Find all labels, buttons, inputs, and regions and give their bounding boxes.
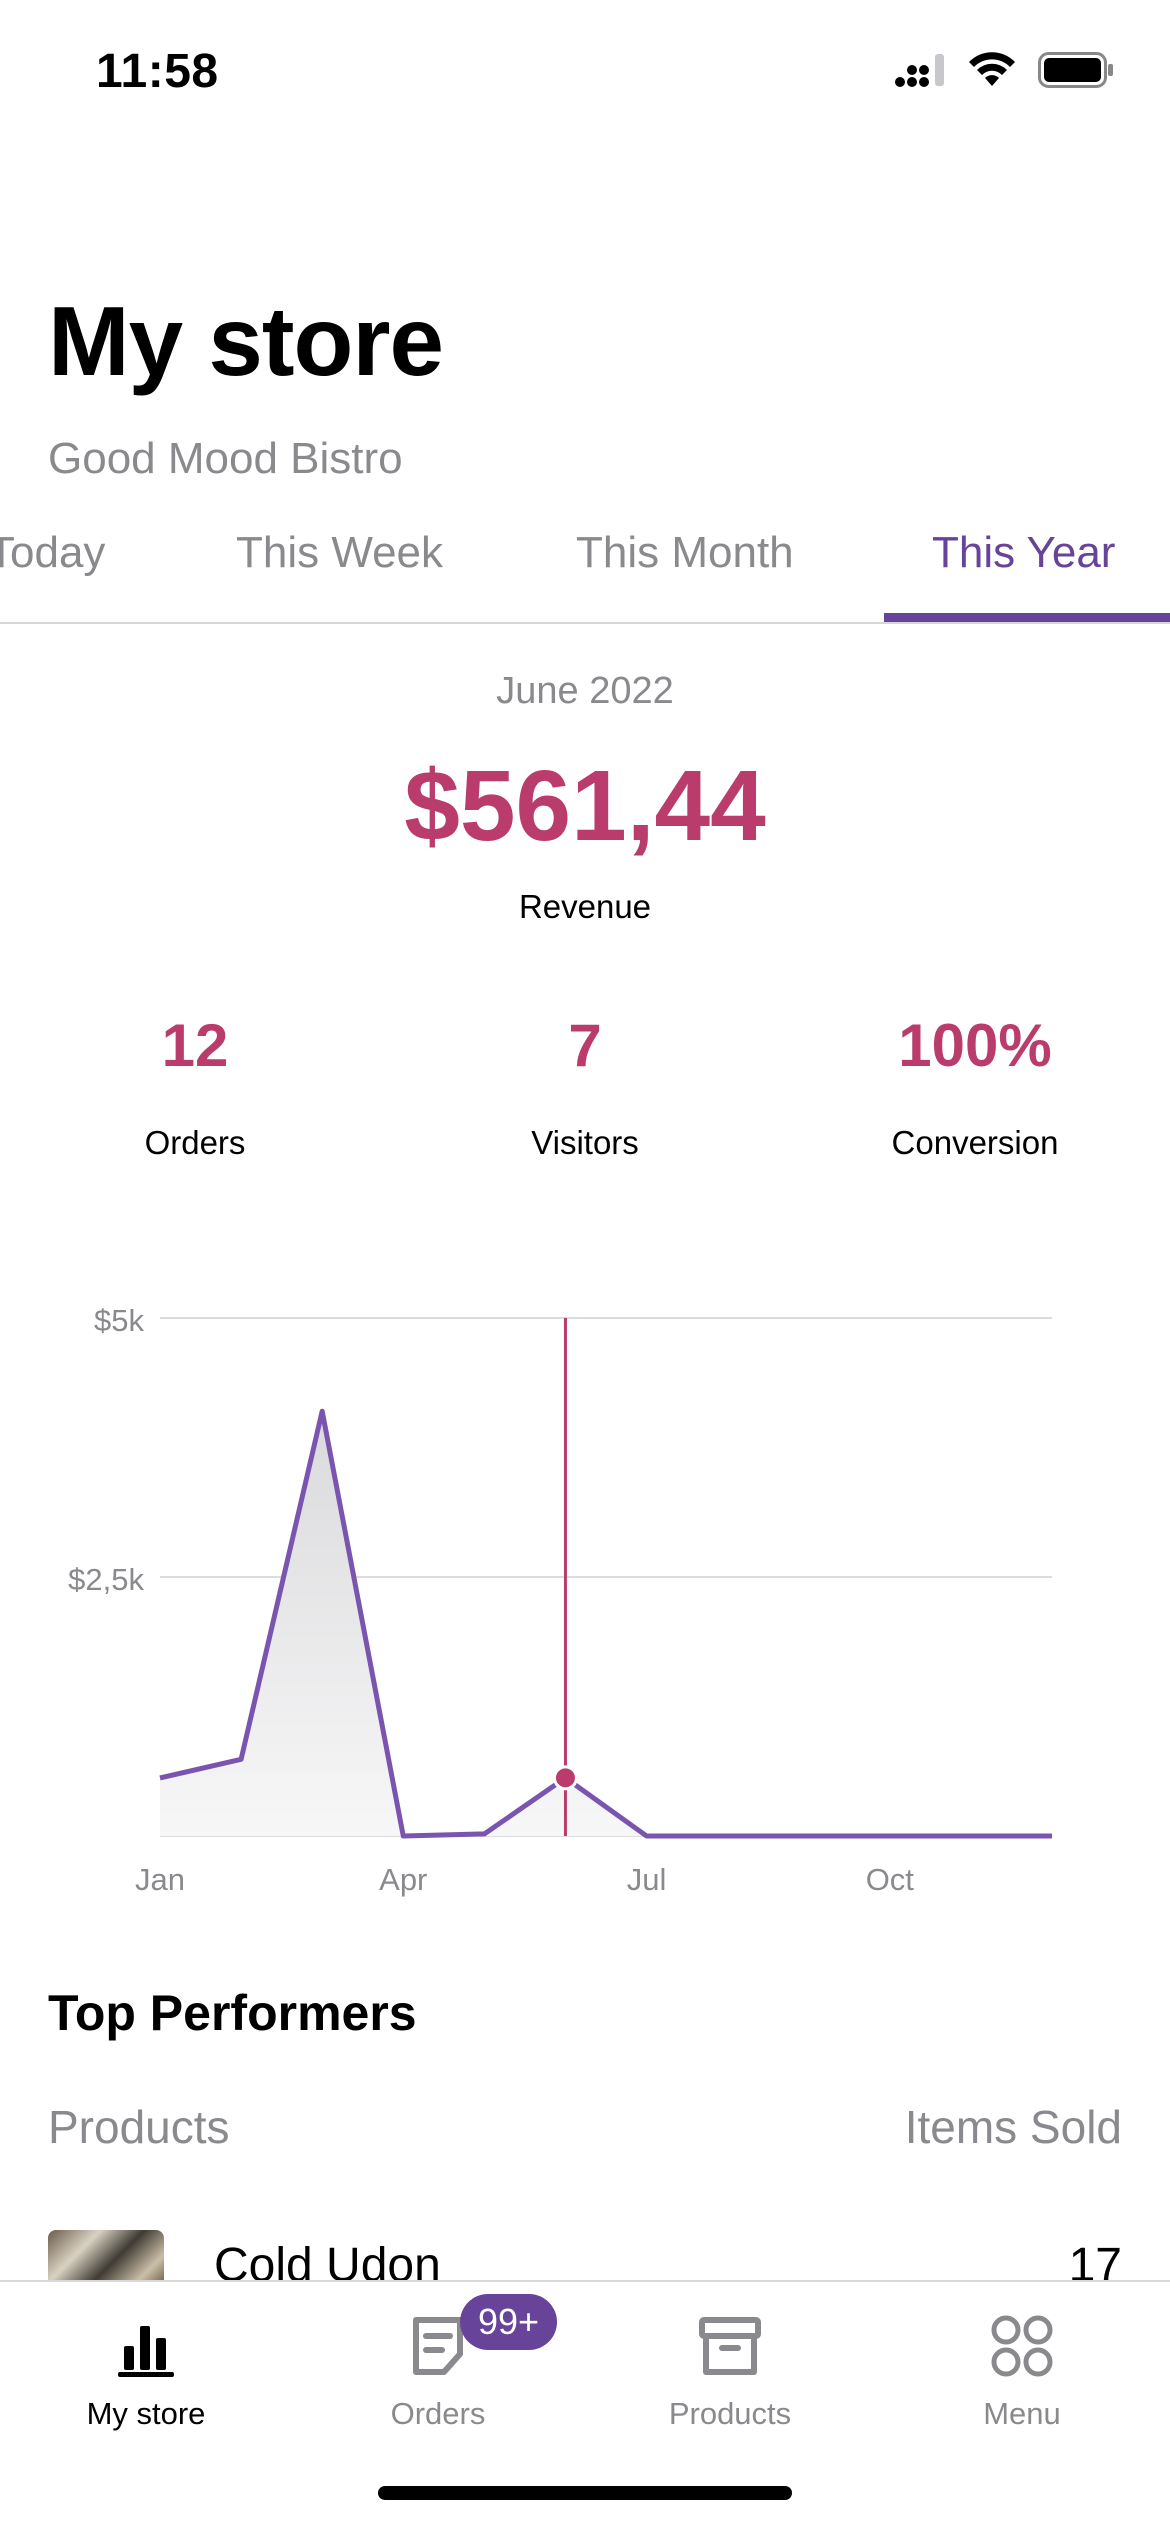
tab-this-week[interactable]: This Week — [236, 528, 444, 577]
stat-conversion: 100% Conversion — [780, 1016, 1170, 1162]
stat-visitors-label: Visitors — [531, 1124, 639, 1161]
period-tabs: Today This Week This Month This Year — [0, 520, 1170, 624]
status-bar: 11:58 — [0, 0, 1170, 140]
nav-orders-label: Orders — [390, 2396, 486, 2431]
nav-products-label: Products — [668, 2396, 792, 2431]
chart-area-fill — [160, 1411, 1052, 1836]
period-label: June 2022 — [496, 670, 674, 712]
top-performer-row[interactable]: Cold Udon 17 — [0, 2226, 1170, 2292]
items-sold-column-header: Items Sold — [904, 2101, 1122, 2153]
top-performers-title: Top Performers — [48, 1985, 417, 2041]
stat-orders: 12 Orders — [0, 1016, 390, 1162]
x-tick-label: Apr — [379, 1862, 427, 1897]
nav-orders[interactable]: Orders — [292, 2282, 584, 2442]
cellular-signal-icon — [895, 54, 944, 87]
status-icons — [894, 52, 1114, 88]
revenue-value: $561,44 — [404, 750, 766, 862]
stat-visitors-value: 7 — [568, 1012, 602, 1079]
x-tick-label: Jan — [135, 1862, 185, 1897]
battery-icon — [1038, 52, 1113, 88]
bar-chart-icon — [118, 2326, 174, 2377]
x-tick-label: Jul — [627, 1862, 667, 1897]
tab-this-year[interactable]: This Year — [932, 528, 1116, 577]
revenue-chart[interactable]: $5k $2,5k Jan Apr Jul Oct — [0, 1270, 1170, 1910]
orders-badge: 99+ — [460, 2294, 558, 2350]
products-column-header: Products — [48, 2101, 230, 2153]
nav-my-store-label: My store — [86, 2396, 206, 2431]
tab-this-month[interactable]: This Month — [576, 528, 794, 577]
revenue-label: Revenue — [518, 888, 652, 925]
orders-icon — [413, 2317, 463, 2375]
page-title: My store — [48, 286, 444, 396]
nav-products[interactable]: Products — [584, 2282, 876, 2442]
store-name: Good Mood Bistro — [48, 434, 403, 483]
stat-orders-label: Orders — [144, 1124, 246, 1161]
wifi-icon — [969, 52, 1015, 86]
y-tick-label: $2,5k — [68, 1562, 144, 1597]
stat-conversion-value: 100% — [898, 1012, 1052, 1079]
x-tick-label: Oct — [866, 1862, 915, 1897]
status-time: 11:58 — [96, 45, 219, 98]
stat-conversion-label: Conversion — [891, 1124, 1059, 1161]
stat-orders-value: 12 — [161, 1012, 229, 1079]
bottom-tab-bar: My store Orders 99+ Products Menu — [0, 2280, 1170, 2534]
nav-menu-label: Menu — [983, 2396, 1061, 2431]
tab-today[interactable]: Today — [0, 528, 106, 577]
archive-box-icon — [699, 2317, 761, 2375]
chart-selected-point[interactable] — [552, 1765, 578, 1791]
stat-visitors: 7 Visitors — [390, 1016, 780, 1162]
tab-indicator — [884, 613, 1170, 622]
home-indicator — [378, 2486, 792, 2500]
chart-series-line — [159, 1408, 1052, 1839]
grid-icon — [991, 2315, 1053, 2377]
y-tick-label: $5k — [94, 1303, 144, 1338]
nav-my-store[interactable]: My store — [0, 2282, 292, 2442]
nav-menu[interactable]: Menu — [876, 2282, 1168, 2442]
